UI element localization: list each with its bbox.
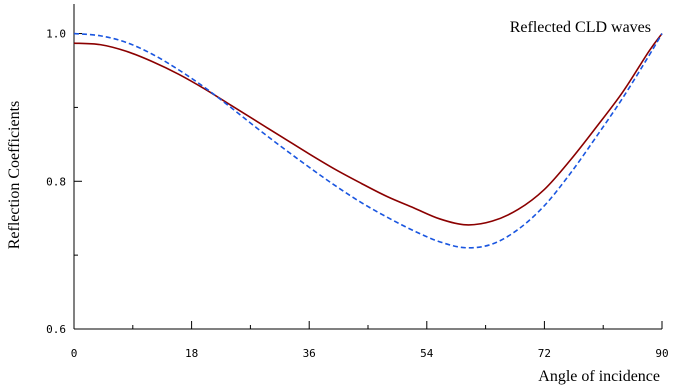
chart-annotation: Reflected CLD waves <box>510 19 651 36</box>
x-tick-label: 54 <box>420 347 434 360</box>
series-solid-line <box>73 33 663 226</box>
series-layer <box>73 32 663 249</box>
y-axis: 0.6 0.8 1.0 <box>46 28 82 336</box>
x-tick-label: 90 <box>655 347 668 360</box>
y-axis-title: Reflection Coefficients <box>6 101 23 250</box>
y-tick-label: 1.0 <box>46 28 66 41</box>
plot-area <box>73 4 662 330</box>
x-tick-label: 0 <box>71 347 78 360</box>
x-tick-label: 72 <box>538 347 551 360</box>
x-tick-label: 18 <box>185 347 198 360</box>
x-axis: 0 18 36 54 72 90 <box>71 321 669 360</box>
y-tick-label: 0.8 <box>46 175 66 188</box>
series-dashed-line <box>73 32 663 249</box>
x-tick-label: 36 <box>303 347 316 360</box>
y-tick-label: 0.6 <box>46 323 66 336</box>
x-axis-title: Angle of incidence <box>538 368 660 385</box>
